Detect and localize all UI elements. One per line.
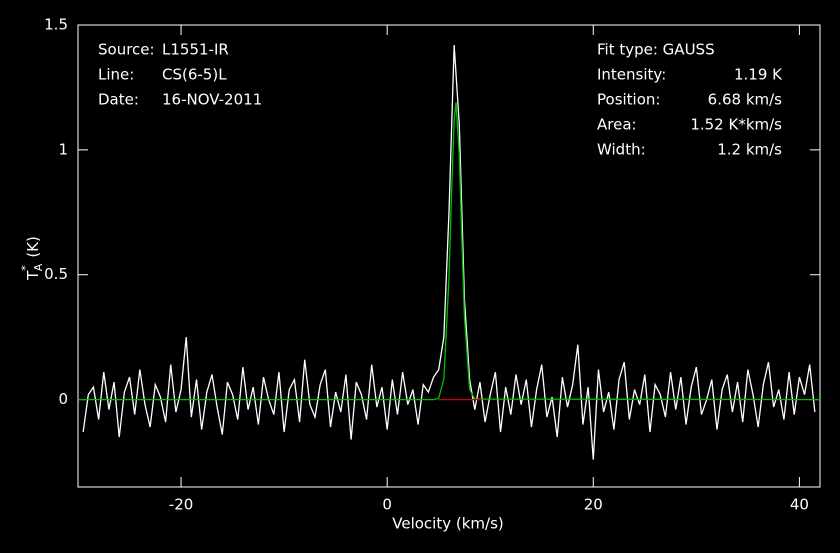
- fit-value: 1.2 km/s: [717, 141, 782, 159]
- fit-label: Width:: [597, 141, 646, 159]
- plot-frame: [77, 24, 821, 488]
- info-label: Source:: [98, 41, 155, 59]
- y-tick-label: 0: [58, 390, 68, 408]
- x-axis-label: Velocity (km/s): [392, 515, 503, 533]
- info-label: Line:: [98, 66, 134, 84]
- spectrum-line: [82, 44, 816, 460]
- info-label: Date:: [98, 91, 139, 109]
- x-tick-label: 20: [584, 496, 603, 514]
- fit-label: Area:: [597, 116, 637, 134]
- y-label-symbol: T: [24, 270, 42, 281]
- y-label-sup: *: [19, 265, 32, 271]
- fit-value: 6.68 km/s: [708, 91, 783, 109]
- y-tick-label: 1.5: [44, 16, 68, 34]
- y-tick-label: 1: [58, 140, 68, 158]
- y-axis-label: T*A (K): [19, 236, 45, 281]
- x-tick-label: 0: [382, 496, 392, 514]
- y-tick-label: 0.5: [44, 265, 68, 283]
- info-value: 16-NOV-2011: [162, 91, 262, 109]
- info-value: L1551-IR: [162, 41, 229, 59]
- fit-label: Intensity:: [597, 66, 666, 84]
- y-label-sub: A: [32, 263, 45, 271]
- fit-type: Fit type: GAUSS: [597, 41, 715, 59]
- fit-value: 1.19 K: [734, 66, 783, 84]
- info-value: CS(6-5)L: [162, 66, 227, 84]
- y-label-unit: (K): [24, 236, 42, 258]
- spectrum-line: [78, 102, 821, 401]
- fit-label: Position:: [597, 91, 660, 109]
- x-tick-label: -20: [169, 496, 194, 514]
- x-tick-label: 40: [790, 496, 809, 514]
- fit-value: 1.52 K*km/s: [690, 116, 782, 134]
